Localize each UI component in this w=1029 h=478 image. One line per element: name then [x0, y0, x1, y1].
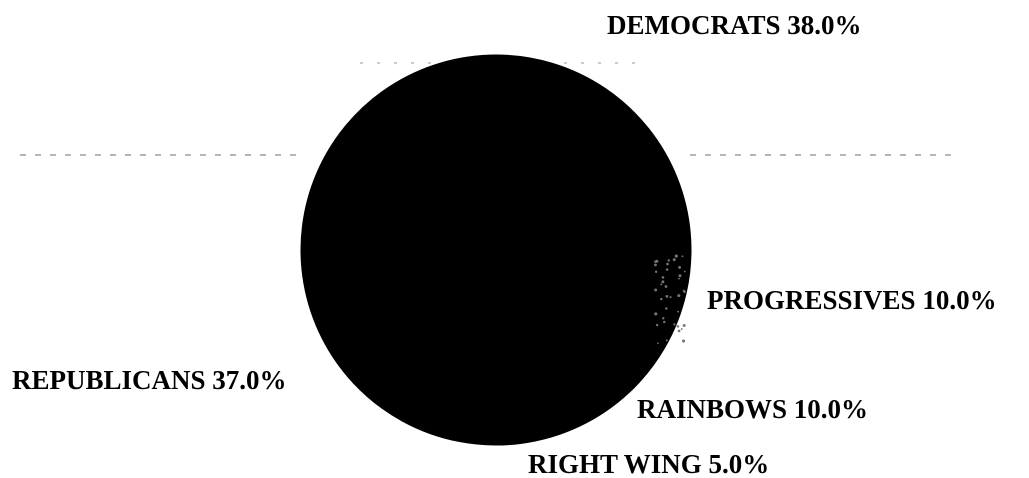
label-rainbows: RAINBOWS 10.0% [637, 394, 868, 424]
pie-slices [301, 55, 691, 445]
label-progressives: PROGRESSIVES 10.0% [707, 285, 997, 315]
label-republicans: REPUBLICANS 37.0% [12, 365, 287, 395]
label-right-wing: RIGHT WING 5.0% [528, 449, 769, 478]
label-democrats: DEMOCRATS 38.0% [607, 10, 862, 40]
